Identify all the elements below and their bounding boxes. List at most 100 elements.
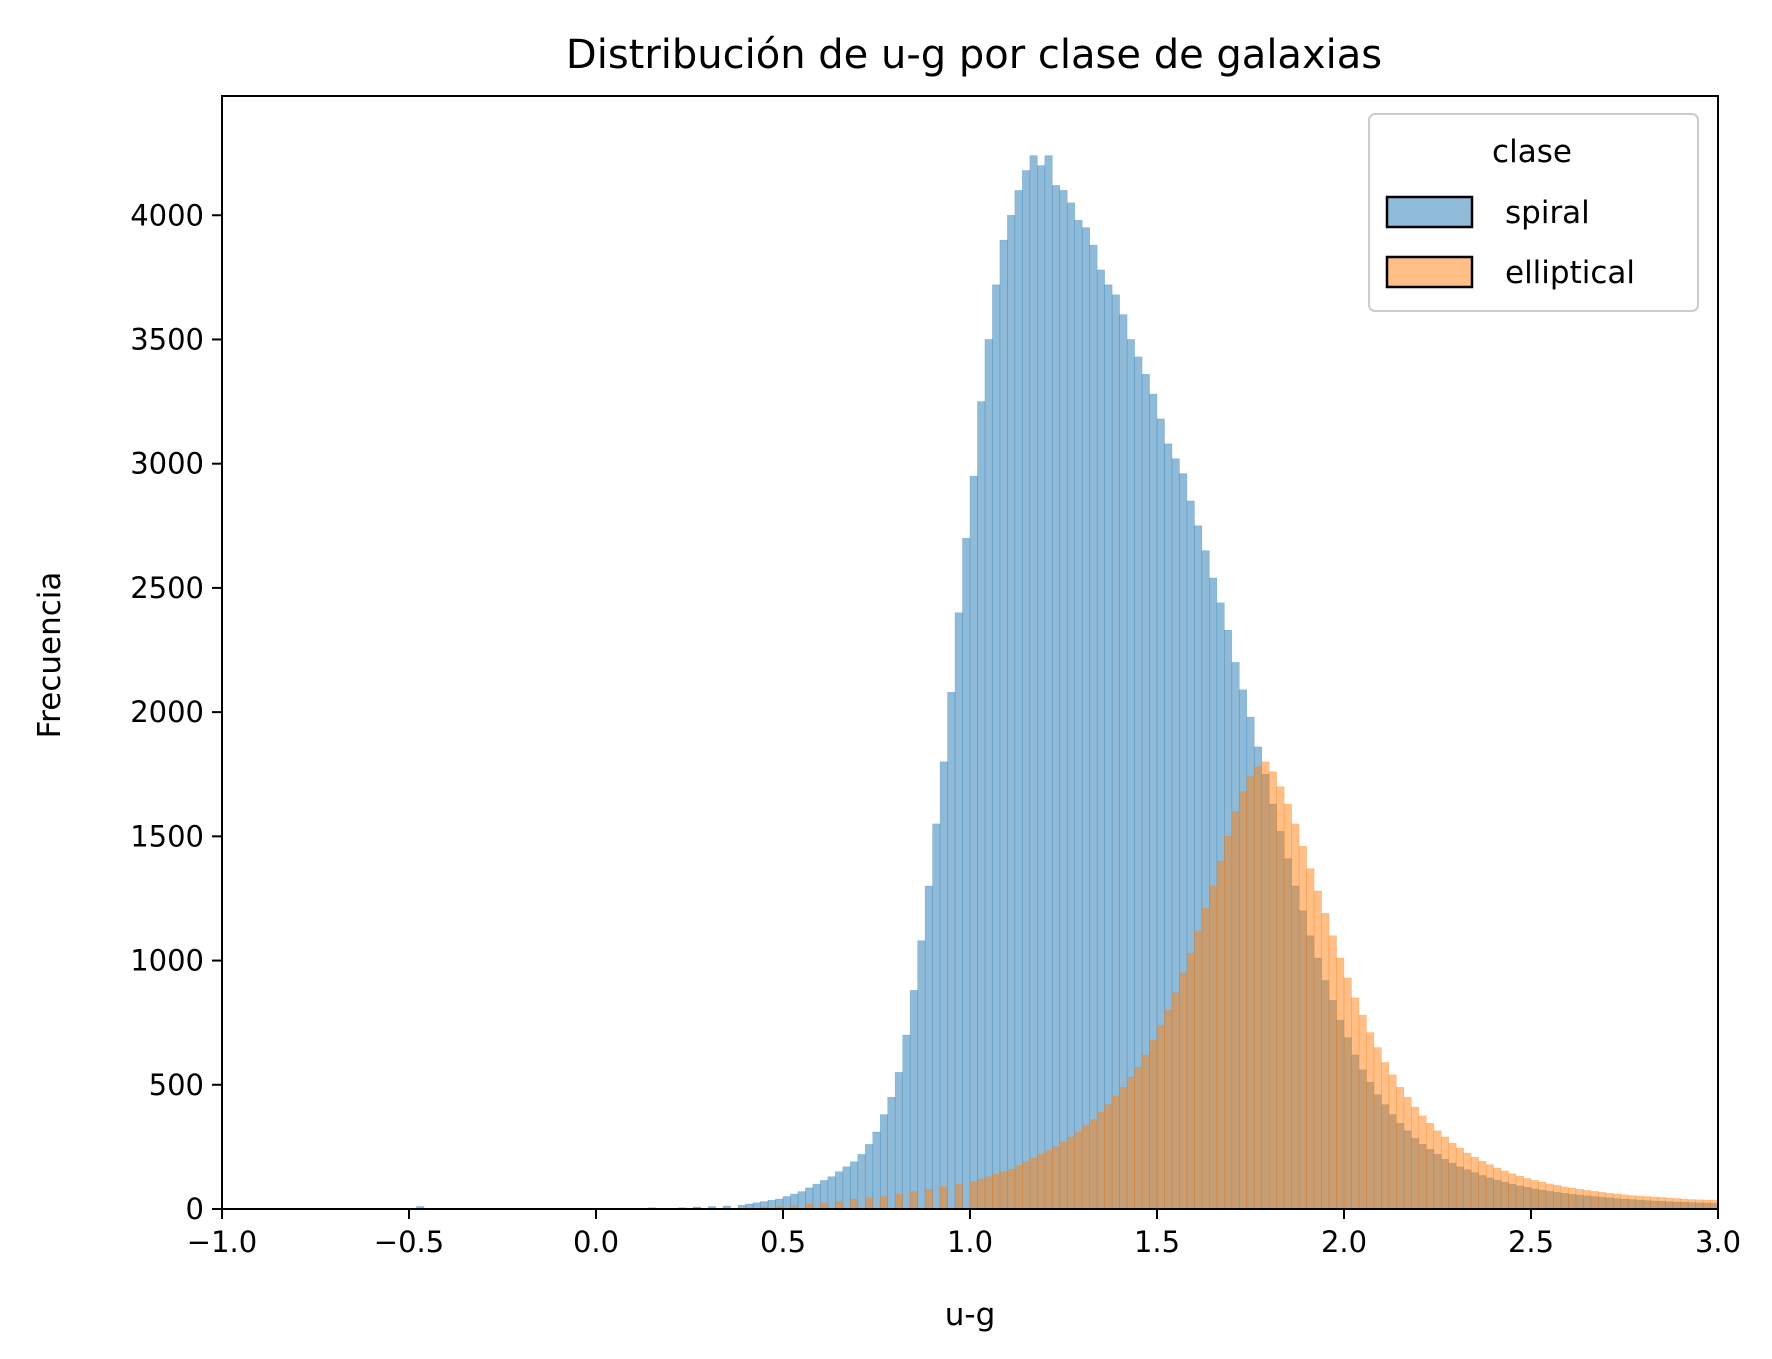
legend-swatch-spiral bbox=[1385, 195, 1474, 229]
bar-spiral-31 bbox=[924, 885, 933, 1210]
bar-spiral-33 bbox=[939, 761, 948, 1210]
bar-elliptical-46 bbox=[1201, 908, 1210, 1210]
bar-elliptical-28 bbox=[1066, 1136, 1076, 1210]
bar-elliptical-49 bbox=[1224, 836, 1233, 1210]
bar-elliptical-43 bbox=[1179, 972, 1188, 1210]
bar-elliptical-18 bbox=[992, 1173, 1001, 1210]
bar-elliptical-108 bbox=[1665, 1197, 1674, 1210]
bar-elliptical-98 bbox=[1590, 1191, 1599, 1210]
bar-elliptical-106 bbox=[1650, 1196, 1659, 1210]
x-tick-label-4: 1.0 bbox=[947, 1225, 993, 1259]
bar-elliptical-9 bbox=[879, 1196, 889, 1210]
bar-elliptical-27 bbox=[1059, 1141, 1068, 1210]
bar-elliptical-100 bbox=[1605, 1193, 1614, 1210]
series-elliptical-bars bbox=[745, 761, 1719, 1210]
bar-spiral-34 bbox=[947, 691, 956, 1210]
y-axis-label: Frecuencia bbox=[32, 572, 68, 739]
bar-elliptical-99 bbox=[1598, 1192, 1607, 1210]
bar-elliptical-14 bbox=[954, 1183, 963, 1210]
bar-elliptical-93 bbox=[1553, 1185, 1562, 1210]
bar-elliptical-80 bbox=[1455, 1147, 1464, 1210]
bar-elliptical-38 bbox=[1141, 1054, 1150, 1210]
bar-elliptical-86 bbox=[1500, 1170, 1509, 1210]
bar-elliptical-57 bbox=[1283, 803, 1292, 1210]
y-axis-ticks: 0 500 1000 1500 2000 2500 3000 3500 4000 bbox=[130, 198, 222, 1226]
x-tick-label-8: 3.0 bbox=[1695, 1225, 1741, 1259]
bar-elliptical-112 bbox=[1695, 1199, 1704, 1210]
bar-elliptical-59 bbox=[1298, 845, 1307, 1210]
bar-spiral-52 bbox=[1081, 227, 1090, 1210]
x-tick-label-2: 0.0 bbox=[573, 1225, 619, 1259]
bar-elliptical-47 bbox=[1209, 885, 1218, 1210]
bar-elliptical-89 bbox=[1523, 1178, 1532, 1210]
bar-elliptical-42 bbox=[1171, 992, 1180, 1210]
bar-elliptical-20 bbox=[1007, 1168, 1016, 1210]
bar-spiral-27 bbox=[894, 1072, 903, 1210]
bar-spiral-16 bbox=[812, 1183, 821, 1210]
bar-elliptical-56 bbox=[1276, 786, 1285, 1210]
bar-elliptical-109 bbox=[1672, 1198, 1681, 1210]
bar-spiral-48 bbox=[1051, 185, 1061, 1210]
bar-spiral-38 bbox=[977, 401, 986, 1210]
bar-elliptical-111 bbox=[1687, 1199, 1696, 1210]
bar-spiral-43 bbox=[1014, 190, 1023, 1210]
bar-spiral-22 bbox=[857, 1154, 866, 1210]
bar-spiral-45 bbox=[1029, 155, 1038, 1210]
bar-spiral-41 bbox=[999, 239, 1008, 1210]
bar-elliptical-34 bbox=[1111, 1095, 1120, 1210]
x-tick-label-7: 2.5 bbox=[1508, 1225, 1554, 1259]
bar-elliptical-102 bbox=[1620, 1194, 1629, 1210]
legend: clase spiral elliptical bbox=[1368, 113, 1699, 312]
bar-elliptical-70 bbox=[1381, 1062, 1390, 1210]
x-axis-label: u-g bbox=[945, 1297, 996, 1333]
bar-spiral-10 bbox=[767, 1200, 776, 1210]
bar-elliptical-8 bbox=[864, 1197, 874, 1210]
y-tick-label-1: 500 bbox=[149, 1068, 204, 1102]
bar-elliptical-110 bbox=[1680, 1198, 1689, 1210]
bar-elliptical-15 bbox=[969, 1181, 978, 1210]
bar-elliptical-94 bbox=[1560, 1186, 1569, 1210]
bar-elliptical-11 bbox=[909, 1191, 918, 1210]
bar-elliptical-66 bbox=[1351, 997, 1360, 1210]
x-tick-label-6: 2.0 bbox=[1321, 1225, 1367, 1259]
bar-spiral-35 bbox=[954, 612, 963, 1210]
bar-elliptical-31 bbox=[1089, 1119, 1098, 1210]
bar-elliptical-19 bbox=[999, 1171, 1008, 1210]
y-tick-label-3: 1500 bbox=[130, 819, 204, 853]
x-tick-label-1: −0.5 bbox=[374, 1225, 444, 1259]
bar-spiral-54 bbox=[1096, 269, 1105, 1210]
bar-spiral-26 bbox=[887, 1096, 896, 1210]
y-tick-label-4: 2000 bbox=[130, 695, 204, 729]
chart-title: Distribución de u-g por clase de galaxia… bbox=[566, 32, 1382, 78]
bar-elliptical-73 bbox=[1403, 1096, 1412, 1210]
bar-elliptical-88 bbox=[1515, 1175, 1524, 1210]
bar-elliptical-77 bbox=[1433, 1130, 1442, 1210]
bar-elliptical-6 bbox=[835, 1201, 844, 1210]
bar-elliptical-68 bbox=[1366, 1032, 1375, 1210]
y-tick-label-0: 0 bbox=[186, 1192, 204, 1226]
bar-elliptical-7 bbox=[850, 1198, 859, 1210]
y-tick-label-5: 2500 bbox=[130, 571, 204, 605]
bar-elliptical-48 bbox=[1216, 860, 1225, 1210]
bar-elliptical-41 bbox=[1164, 1009, 1173, 1210]
bar-elliptical-24 bbox=[1037, 1154, 1046, 1210]
bar-spiral-56 bbox=[1111, 294, 1120, 1210]
bar-elliptical-17 bbox=[984, 1176, 993, 1210]
x-tick-label-5: 1.5 bbox=[1134, 1225, 1180, 1259]
bar-elliptical-23 bbox=[1029, 1157, 1038, 1210]
bar-elliptical-101 bbox=[1612, 1193, 1622, 1210]
bar-elliptical-61 bbox=[1313, 890, 1322, 1210]
bar-elliptical-10 bbox=[894, 1193, 903, 1210]
bar-elliptical-105 bbox=[1642, 1196, 1651, 1210]
y-tick-label-6: 3000 bbox=[130, 447, 204, 481]
bar-elliptical-13 bbox=[939, 1186, 948, 1210]
bar-elliptical-76 bbox=[1425, 1122, 1435, 1210]
legend-swatch-elliptical bbox=[1385, 255, 1474, 289]
bar-elliptical-79 bbox=[1448, 1142, 1457, 1210]
bar-elliptical-22 bbox=[1022, 1161, 1031, 1210]
bar-elliptical-78 bbox=[1440, 1136, 1450, 1210]
y-tick-label-8: 4000 bbox=[130, 198, 204, 232]
bar-elliptical-45 bbox=[1194, 930, 1203, 1210]
bar-elliptical-69 bbox=[1373, 1047, 1382, 1210]
bar-spiral-44 bbox=[1022, 170, 1031, 1210]
